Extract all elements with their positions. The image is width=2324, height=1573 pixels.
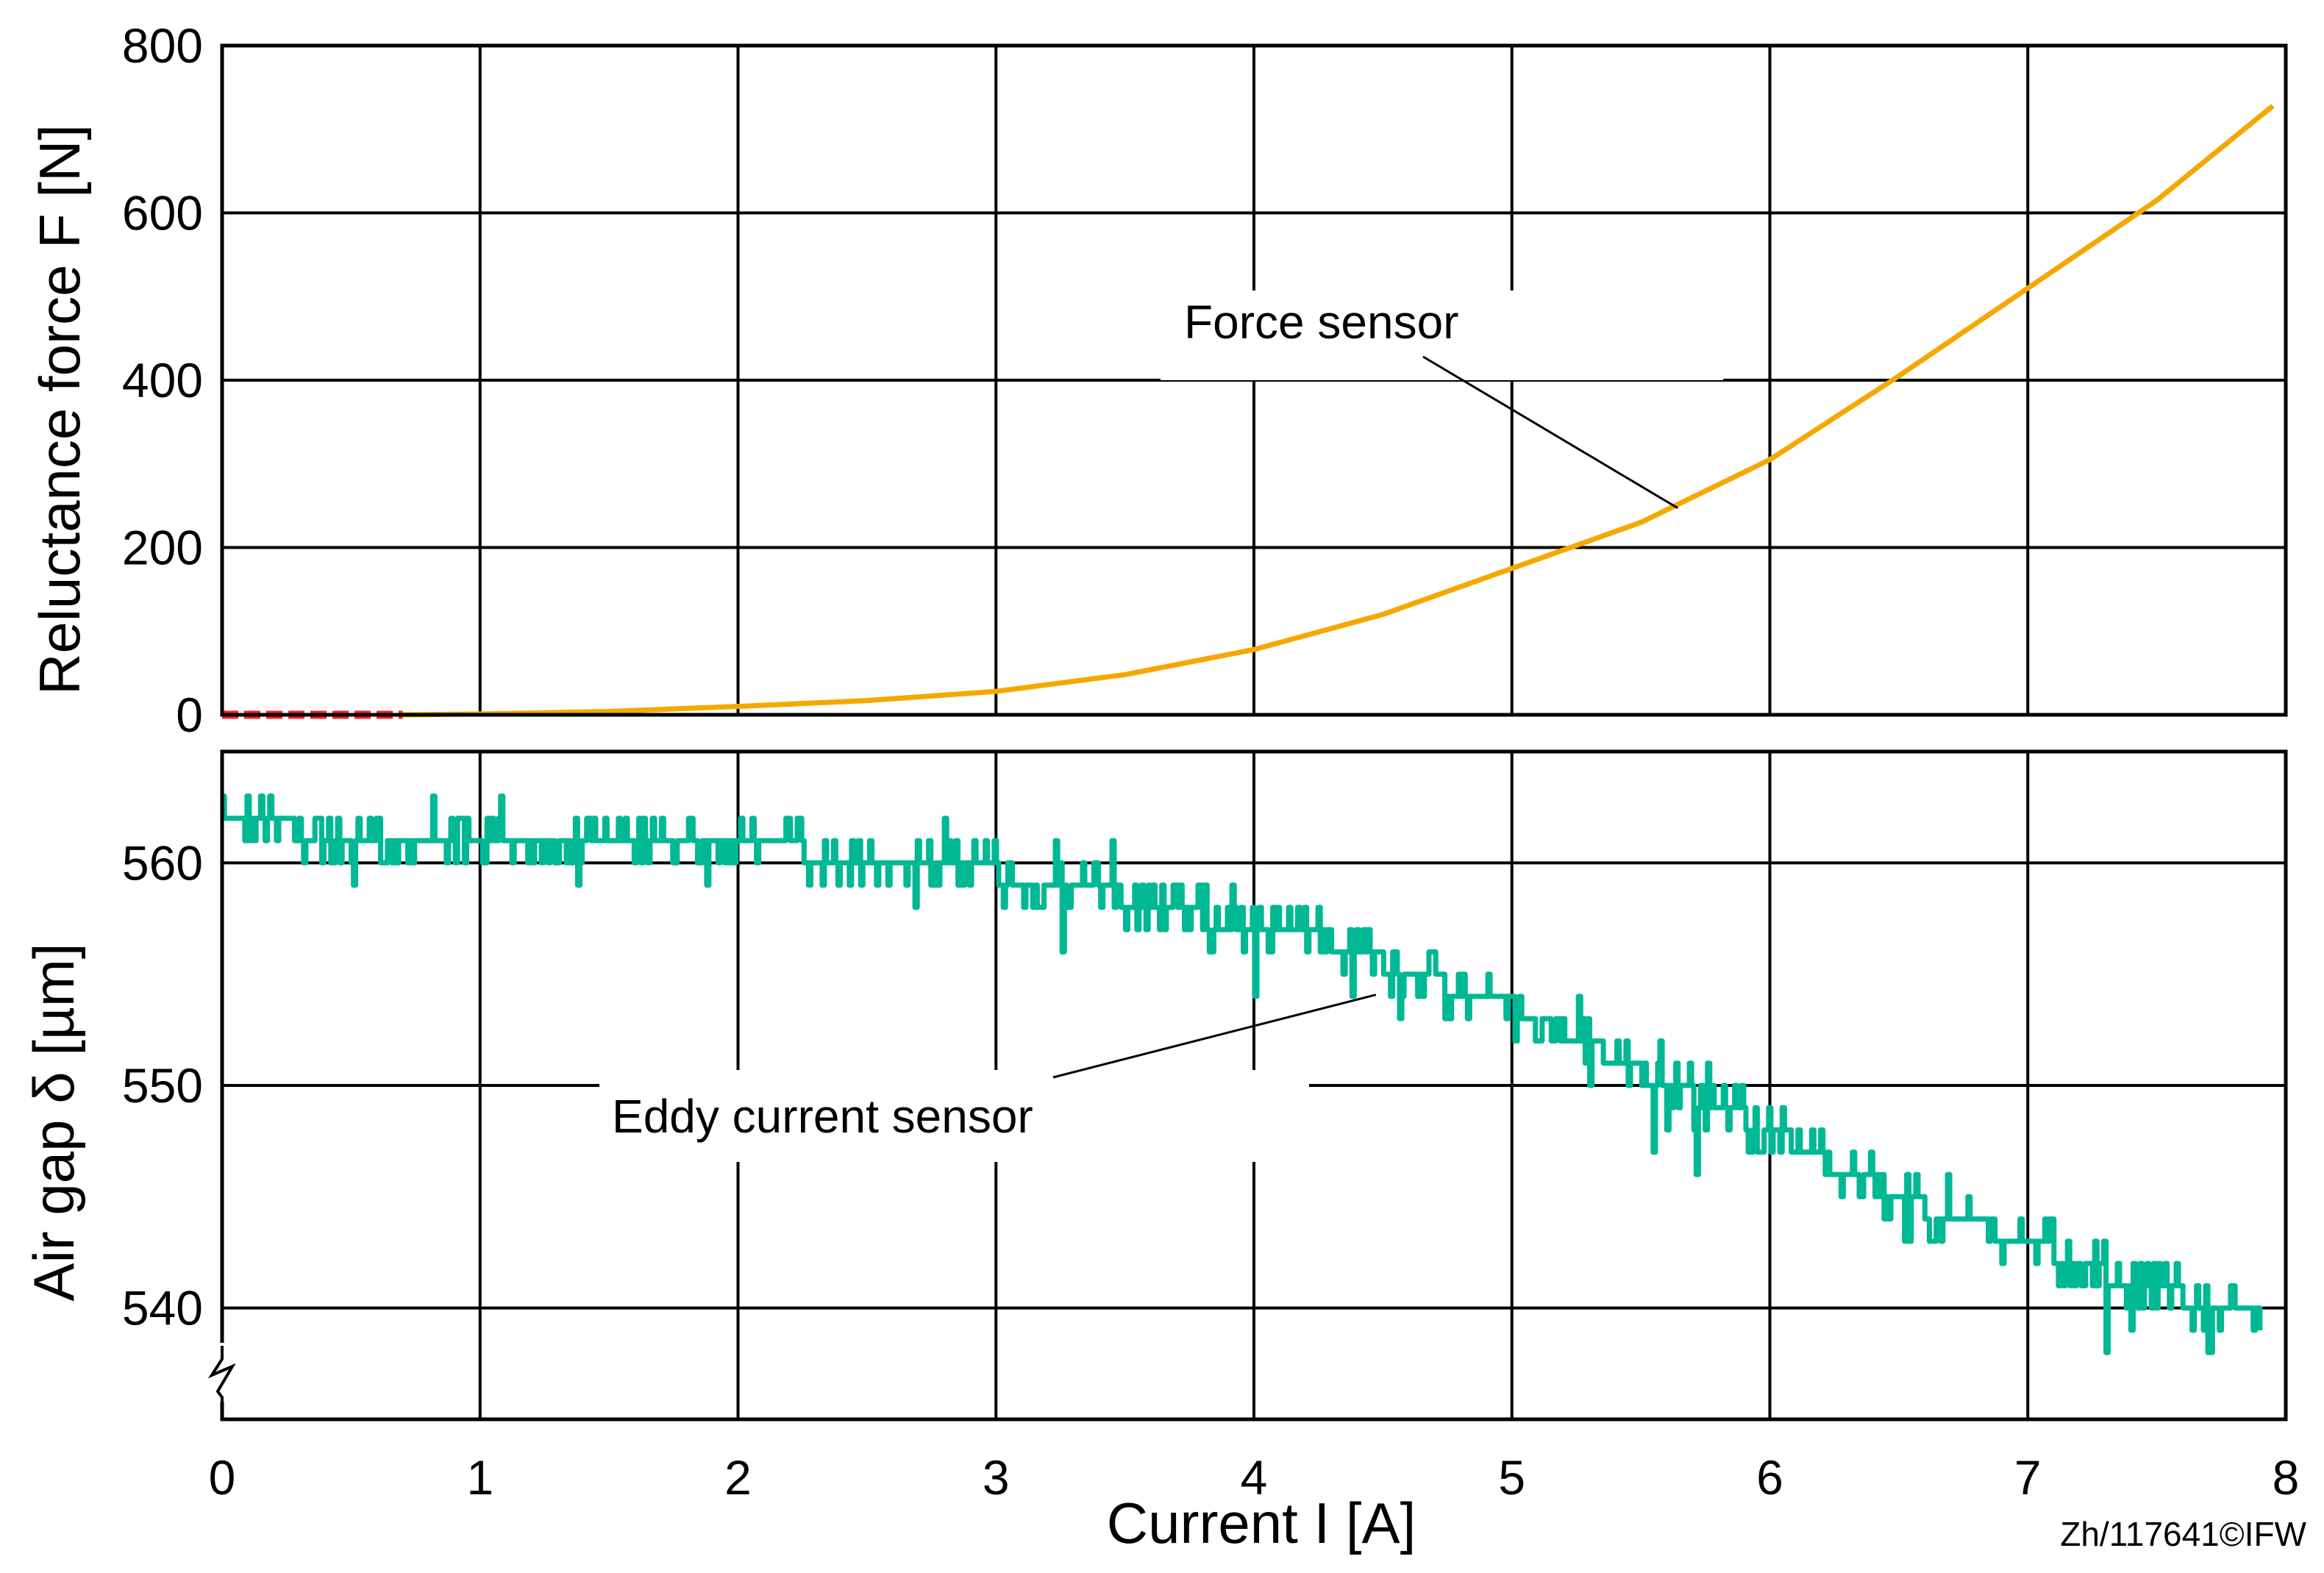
eddy-current-sensor-label: Eddy current sensor xyxy=(612,1090,1033,1143)
x-ticks: 0 1 2 3 4 5 6 7 8 xyxy=(209,1450,2300,1505)
axis-break-zigzag xyxy=(207,1346,236,1419)
y-tick-label: 560 xyxy=(122,835,203,890)
force-sensor-line xyxy=(402,104,2275,718)
x-tick-label: 1 xyxy=(466,1450,493,1505)
y-tick-label: 540 xyxy=(122,1281,203,1335)
x-tick-label: 8 xyxy=(2273,1450,2300,1505)
force-y-axis-label: Reluctance force F [N] xyxy=(27,124,92,695)
airgap-plot-frame xyxy=(220,749,2288,1422)
x-tick-label: 5 xyxy=(1498,1450,1525,1505)
eddy-current-sensor-leader xyxy=(1052,994,1377,1079)
y-tick-label: 200 xyxy=(122,521,203,575)
force-plot-frame xyxy=(220,43,2288,717)
force-sensor-leader xyxy=(1422,355,1678,510)
eddy-current-sensor-line xyxy=(221,793,2263,1355)
x-tick-label: 7 xyxy=(2014,1450,2042,1505)
x-tick-label: 2 xyxy=(724,1450,752,1505)
y-tick-label: 600 xyxy=(122,186,203,240)
airgap-annotation: Eddy current sensor xyxy=(599,994,1377,1162)
x-tick-label: 6 xyxy=(1756,1450,1783,1505)
y-tick-label: 550 xyxy=(122,1058,203,1113)
y-tick-label: 800 xyxy=(122,18,203,73)
force-panel: 0 200 400 600 800 Force sensor Reluctance fo… xyxy=(27,18,2288,742)
airgap-series xyxy=(221,793,2263,1355)
x-tick-label: 0 xyxy=(209,1450,236,1505)
force-y-ticks: 0 200 400 600 800 xyxy=(122,18,203,742)
y-tick-label: 0 xyxy=(176,688,203,742)
airgap-y-axis-label: Air gap δ [µm] xyxy=(21,943,86,1301)
airgap-annotation-box xyxy=(599,1070,1309,1162)
axis-break-mark xyxy=(207,1343,236,1419)
x-axis-label: Current I [A] xyxy=(1107,1491,1416,1555)
force-series xyxy=(222,104,2275,719)
x-tick-label: 3 xyxy=(983,1450,1010,1505)
y-tick-label: 400 xyxy=(122,353,203,407)
airgap-y-ticks: 540 550 560 xyxy=(122,835,203,1335)
force-sensor-label: Force sensor xyxy=(1184,296,1458,349)
credit-label: Zh/117641©IFW xyxy=(2060,1515,2306,1553)
force-annotation-box xyxy=(1161,290,1723,380)
force-annotation: Force sensor xyxy=(1161,290,1723,510)
x-tick-label: 4 xyxy=(1241,1450,1268,1505)
